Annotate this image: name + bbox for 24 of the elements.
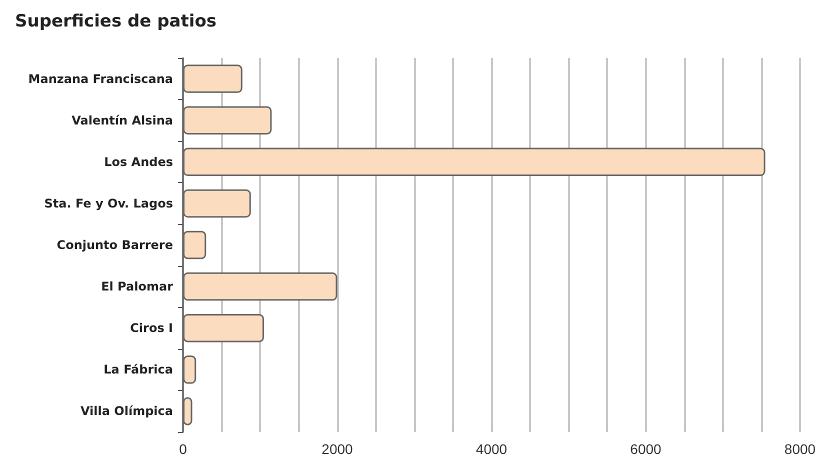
bar: [183, 314, 264, 342]
bar: [183, 272, 338, 301]
x-tick-label: 0: [179, 441, 188, 457]
bar: [183, 64, 242, 93]
x-tick-label: 6000: [630, 441, 662, 457]
y-tick-label: Manzana Franciscana: [28, 72, 173, 86]
y-tick-label: El Palomar: [101, 280, 174, 294]
x-tick-label: 4000: [476, 441, 508, 457]
bar: [183, 397, 192, 426]
bar: [183, 148, 766, 176]
bar: [183, 230, 206, 260]
y-tick-label: Sta. Fe y Ov. Lagos: [44, 196, 173, 210]
y-tick-label: Ciros I: [130, 321, 173, 336]
bar: [183, 106, 272, 134]
y-tick-label: Conjunto Barrere: [56, 238, 173, 252]
bar: [183, 356, 196, 384]
chart-title: Superficies de patios: [15, 12, 217, 32]
bar: [183, 189, 251, 218]
x-tick-label: 8000: [784, 441, 816, 457]
x-tick-label: 2000: [322, 441, 354, 457]
y-tick-label: La Fábrica: [104, 362, 173, 377]
y-tick-label: Villa Olímpica: [80, 404, 173, 418]
y-tick-label: Valentín Alsina: [72, 113, 173, 128]
y-tick-label: Los Andes: [104, 154, 173, 169]
